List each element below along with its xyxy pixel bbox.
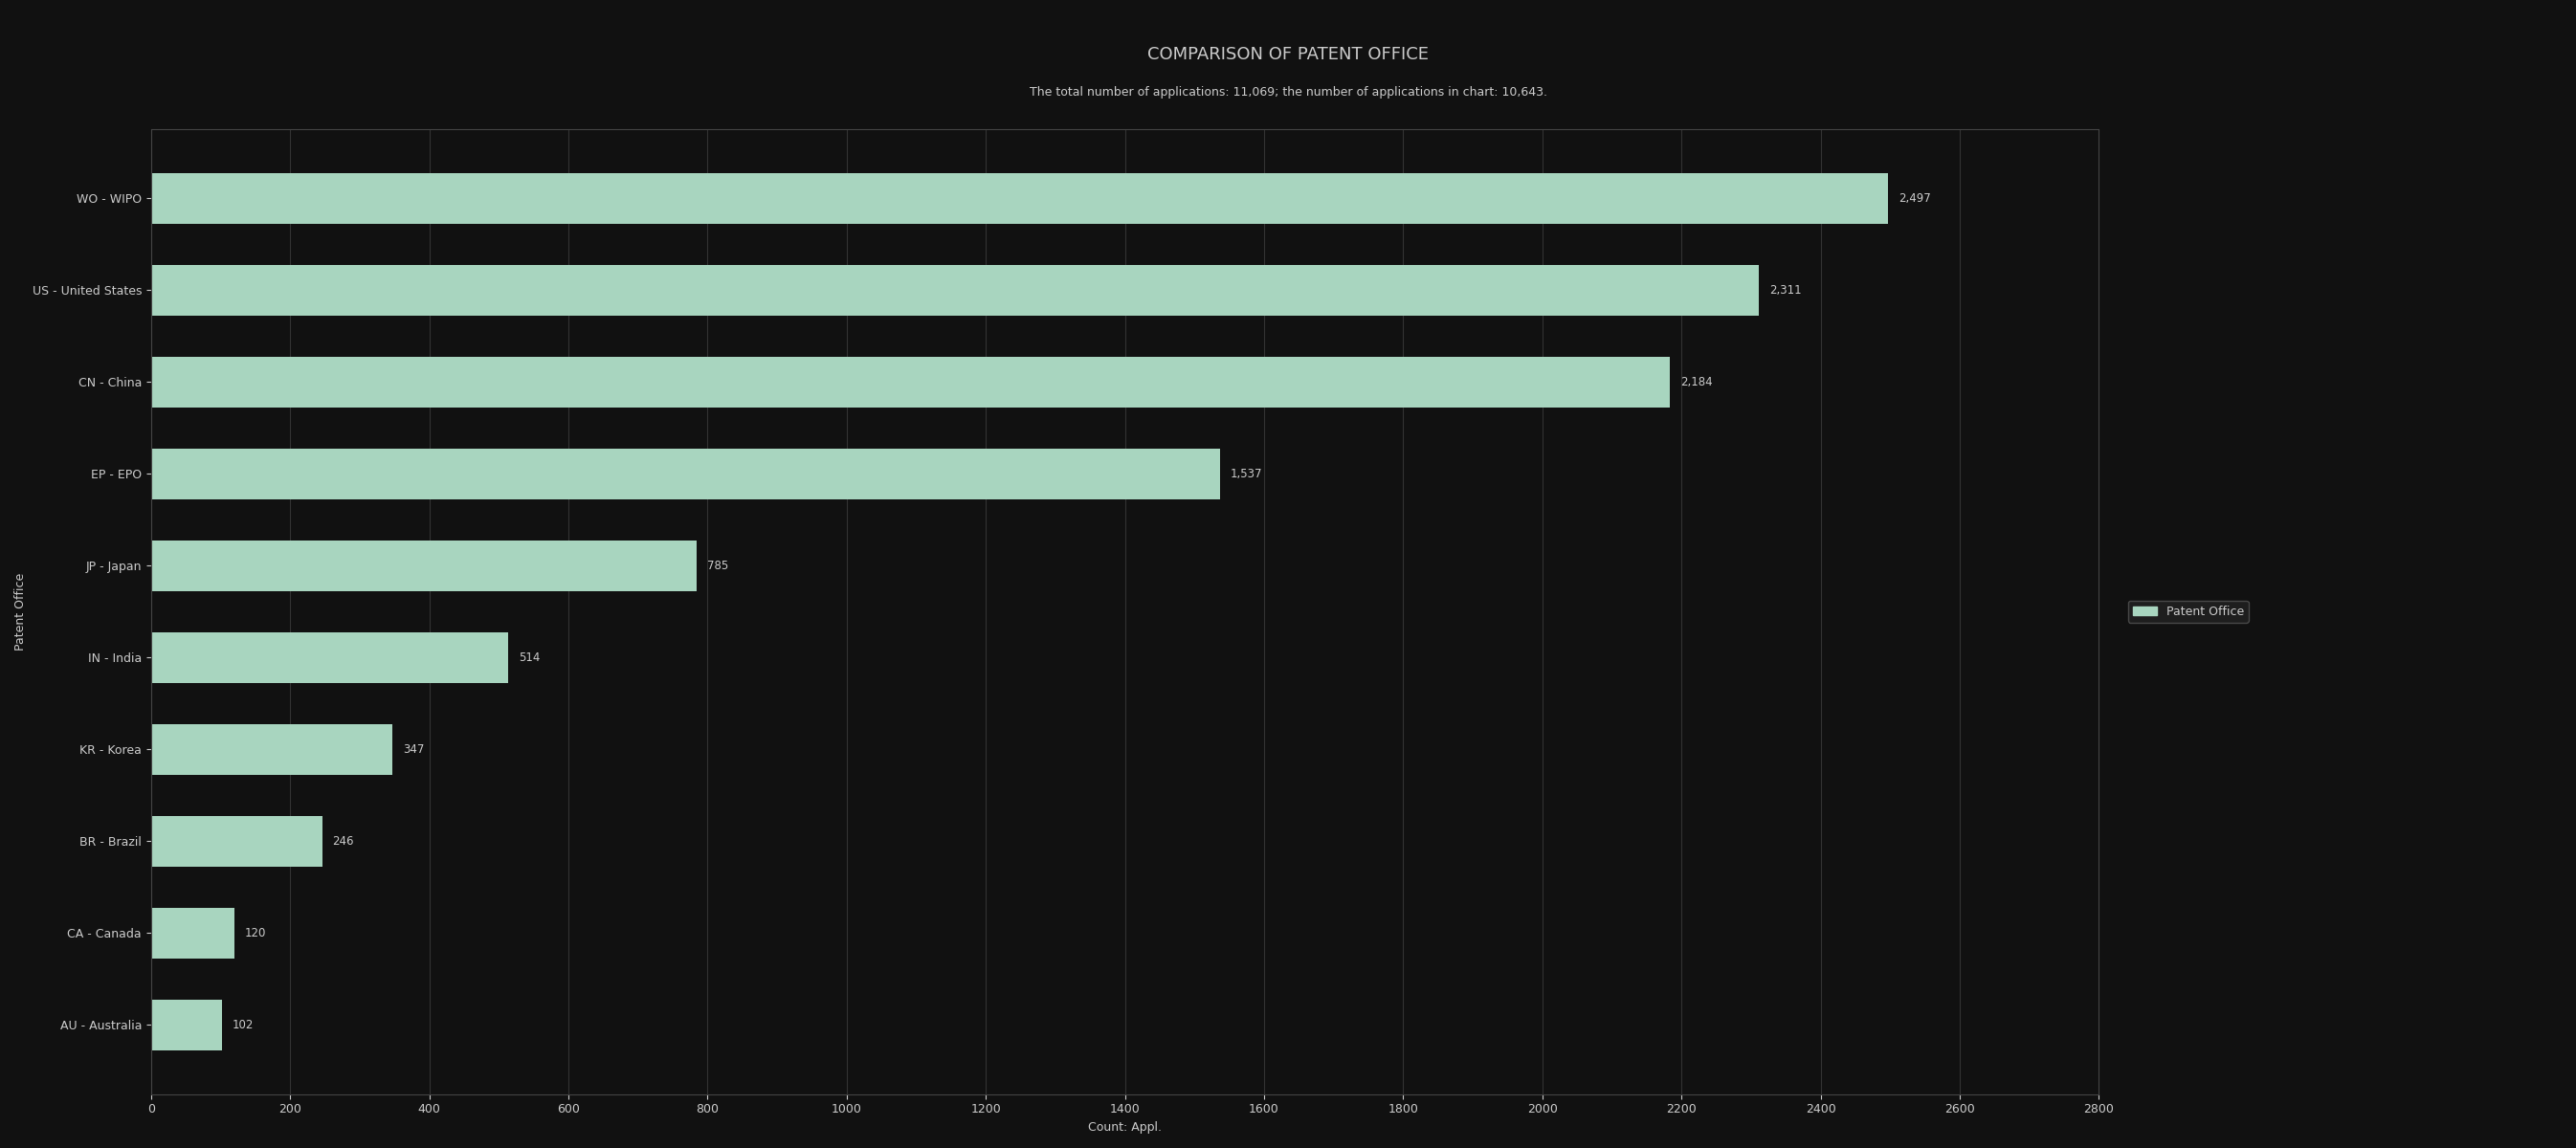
Text: The total number of applications: 11,069; the number of applications in chart: 1: The total number of applications: 11,069…: [1030, 86, 1546, 99]
Text: 2,311: 2,311: [1770, 284, 1801, 296]
Bar: [152, 173, 1888, 224]
Bar: [152, 908, 234, 959]
Text: 120: 120: [245, 926, 265, 939]
Y-axis label: Patent Office: Patent Office: [15, 573, 26, 651]
Text: 347: 347: [402, 743, 425, 755]
Bar: [152, 724, 392, 775]
Bar: [152, 1000, 222, 1050]
Bar: [152, 449, 1221, 499]
Text: 102: 102: [232, 1018, 255, 1031]
Bar: [152, 633, 507, 683]
Bar: [152, 541, 698, 591]
Text: 1,537: 1,537: [1231, 467, 1262, 480]
Text: 2,184: 2,184: [1680, 375, 1713, 388]
Bar: [152, 265, 1759, 316]
Legend: Patent Office: Patent Office: [2128, 600, 2249, 622]
Text: COMPARISON OF PATENT OFFICE: COMPARISON OF PATENT OFFICE: [1146, 46, 1430, 63]
Text: 2,497: 2,497: [1899, 192, 1932, 204]
Text: 246: 246: [332, 835, 353, 847]
Bar: [152, 357, 1669, 408]
Text: 785: 785: [708, 559, 729, 572]
X-axis label: Count: Appl.: Count: Appl.: [1087, 1122, 1162, 1133]
Text: 514: 514: [518, 651, 541, 664]
Bar: [152, 816, 322, 867]
